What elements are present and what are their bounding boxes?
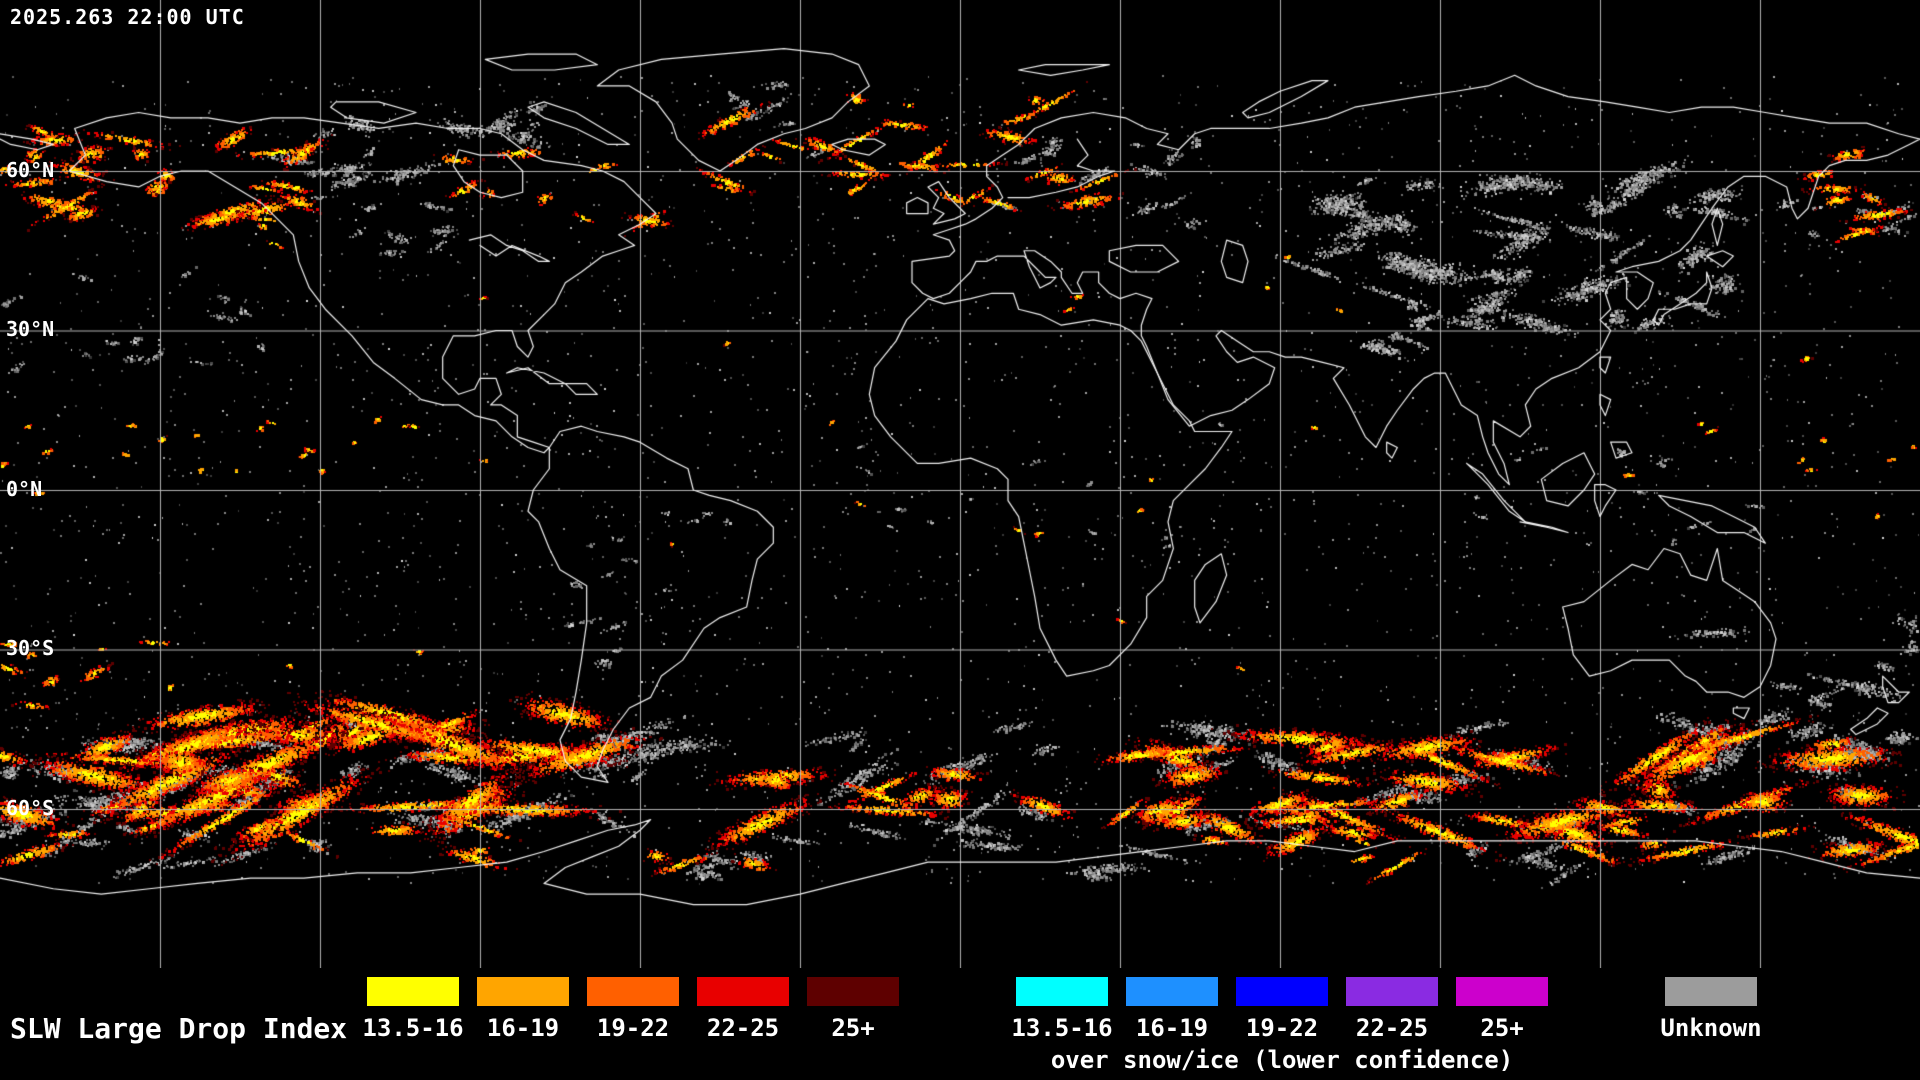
- latitude-label-30n: 30°N: [6, 317, 55, 341]
- legend-item: 13.5-16: [1011, 977, 1113, 1042]
- legend-bar: SLW Large Drop Index 13.5-16 16-19 19-22…: [0, 968, 1920, 1080]
- color-swatch-liquid-3: [587, 977, 679, 1006]
- latitude-label-30s: 30°S: [6, 636, 55, 660]
- swatch-label: 16-19: [486, 1014, 560, 1042]
- legend-item: 16-19: [1126, 977, 1218, 1042]
- swatch-label: 19-22: [1245, 1014, 1319, 1042]
- color-swatch-liquid-4: [697, 977, 789, 1006]
- latitude-label-60n: 60°N: [6, 158, 55, 182]
- swatch-label: 19-22: [596, 1014, 670, 1042]
- timestamp-label: 2025.263 22:00 UTC: [10, 5, 245, 29]
- legend-item: 25+: [1456, 977, 1548, 1042]
- legend-item: 22-25: [1346, 977, 1438, 1042]
- swatch-label: 13.5-16: [1011, 1014, 1113, 1042]
- legend-group-unknown: Unknown: [1660, 977, 1762, 1042]
- color-swatch-snowice-2: [1126, 977, 1218, 1006]
- color-swatch-liquid-5: [807, 977, 899, 1006]
- color-swatch-liquid-1: [367, 977, 459, 1006]
- legend-item: 16-19: [477, 977, 569, 1042]
- swatch-label: 25+: [831, 1014, 875, 1042]
- legend-item: 25+: [807, 977, 899, 1042]
- color-swatch-snowice-3: [1236, 977, 1328, 1006]
- color-swatch-unknown: [1665, 977, 1757, 1006]
- swatch-label: Unknown: [1660, 1014, 1762, 1042]
- swatch-label: 16-19: [1135, 1014, 1209, 1042]
- legend-group-snow-ice: 13.5-16 16-19 19-22 22-25 25+: [1011, 977, 1548, 1042]
- color-swatch-snowice-1: [1016, 977, 1108, 1006]
- swatch-label: 13.5-16: [362, 1014, 464, 1042]
- legend-group-liquid: 13.5-16 16-19 19-22 22-25 25+: [362, 977, 899, 1042]
- swatch-label: 22-25: [1355, 1014, 1429, 1042]
- swatch-label: 22-25: [706, 1014, 780, 1042]
- legend-item: 22-25: [697, 977, 789, 1042]
- color-swatch-liquid-2: [477, 977, 569, 1006]
- color-swatch-snowice-4: [1346, 977, 1438, 1006]
- latitude-label-60s: 60°S: [6, 796, 55, 820]
- legend-item: 19-22: [1236, 977, 1328, 1042]
- color-swatch-snowice-5: [1456, 977, 1548, 1006]
- legend-title: SLW Large Drop Index: [10, 1012, 348, 1045]
- latitude-label-0n: 0°N: [6, 477, 43, 501]
- legend-item: 19-22: [587, 977, 679, 1042]
- legend-item: 13.5-16: [362, 977, 464, 1042]
- snow-ice-subtitle: over snow/ice (lower confidence): [1050, 1046, 1514, 1074]
- swatch-label: 25+: [1480, 1014, 1524, 1042]
